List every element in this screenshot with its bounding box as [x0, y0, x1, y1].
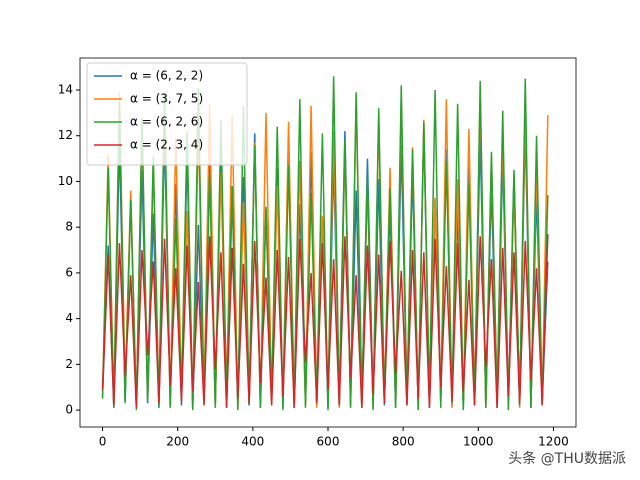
x-tick-label: 400: [241, 435, 264, 449]
legend-label: α = (6, 2, 6): [130, 115, 203, 129]
y-tick-label: 8: [65, 220, 73, 234]
x-tick-label: 600: [317, 435, 340, 449]
y-tick-label: 14: [58, 83, 73, 97]
legend-box: [86, 62, 248, 166]
y-tick-label: 6: [65, 265, 73, 279]
watermark: 头条 @THU数据派: [508, 450, 626, 467]
x-tick-label: 800: [392, 435, 415, 449]
y-tick-label: 10: [58, 174, 73, 188]
y-tick-label: 0: [65, 403, 73, 417]
series-line: [101, 234, 549, 408]
x-tick-label: 200: [166, 435, 189, 449]
legend: α = (6, 2, 2) α = (3, 7, 5) α = (6, 2, 6) α…: [86, 62, 248, 166]
x-tick-label: 1000: [463, 435, 494, 449]
legend-label: α = (6, 2, 2): [130, 69, 203, 83]
y-tick-label: 2: [65, 357, 73, 371]
legend-label: α = (3, 7, 5): [130, 92, 203, 106]
y-tick-label: 4: [65, 311, 73, 325]
x-tick-label: 1200: [538, 435, 569, 449]
x-tick-label: 0: [99, 435, 107, 449]
y-tick-label: 12: [58, 128, 73, 142]
legend-label: α = (2, 3, 4): [130, 138, 203, 152]
